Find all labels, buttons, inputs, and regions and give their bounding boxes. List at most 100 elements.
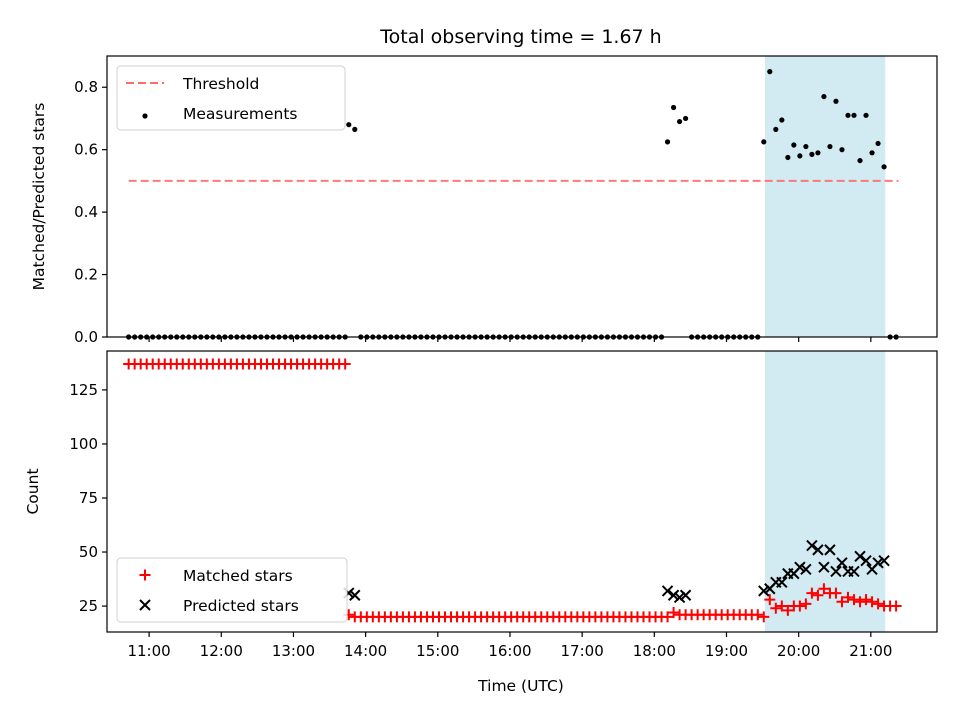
data-point xyxy=(764,594,776,606)
data-point xyxy=(869,150,875,156)
y-axis-label: Matched/Predicted stars xyxy=(30,103,48,291)
data-point xyxy=(662,611,674,623)
data-point xyxy=(682,115,689,122)
data-point xyxy=(349,589,361,601)
series-matched-stars xyxy=(123,358,902,623)
data-point xyxy=(815,150,821,156)
legend-box xyxy=(116,557,348,623)
y-tick-label: 0.6 xyxy=(74,141,98,159)
data-point xyxy=(661,585,674,597)
data-point xyxy=(800,598,812,610)
data-point xyxy=(890,600,902,612)
data-point xyxy=(800,563,812,576)
legend-box xyxy=(116,65,346,131)
data-point xyxy=(836,596,848,608)
data-point xyxy=(806,539,818,552)
data-point xyxy=(779,117,785,123)
legend-label: Predicted stars xyxy=(183,597,299,615)
data-point xyxy=(806,587,818,599)
x-tick-label: 20:00 xyxy=(777,642,820,660)
legend-label: Threshold xyxy=(182,75,259,93)
y-tick-label: 50 xyxy=(79,543,98,561)
data-point xyxy=(842,591,854,603)
x-tick-label: 21:00 xyxy=(849,642,892,660)
data-point xyxy=(836,557,848,569)
x-tick-label: 11:00 xyxy=(127,642,170,660)
data-point xyxy=(830,587,842,599)
data-point xyxy=(854,550,866,563)
data-point xyxy=(857,157,863,164)
y-tick-label: 0.0 xyxy=(74,328,98,346)
x-tick-label: 16:00 xyxy=(488,642,531,660)
x-tick-label: 15:00 xyxy=(416,642,459,660)
data-point xyxy=(676,118,683,125)
axes-frame xyxy=(106,55,938,338)
count-panel: 25 50 75 100 125 11:00 12:00 13:00 14:00 15:00 16:… xyxy=(24,350,938,660)
ratio-panel: 0.0 0.2 0.4 0.6 0.8 Matched/Predicted stars Th… xyxy=(30,55,938,346)
data-point xyxy=(767,69,773,75)
data-point xyxy=(668,607,680,619)
data-point xyxy=(339,358,351,370)
data-point xyxy=(845,112,851,118)
legend-plus-marker xyxy=(139,569,151,581)
data-point xyxy=(860,594,872,606)
data-point xyxy=(794,561,806,573)
x-axis-label: Time (UTC) xyxy=(477,677,564,695)
data-point xyxy=(770,602,782,614)
y-tick-label: 100 xyxy=(69,435,98,453)
data-point xyxy=(773,126,779,132)
data-point xyxy=(851,112,857,118)
x-tick-label: 12:00 xyxy=(200,642,243,660)
data-point xyxy=(785,154,791,161)
legend-dot-marker xyxy=(142,113,148,119)
data-point xyxy=(872,598,884,610)
y-tick-label: 25 xyxy=(79,597,98,615)
data-point xyxy=(782,604,794,616)
data-point xyxy=(346,122,352,128)
data-point xyxy=(761,139,767,145)
data-point xyxy=(809,151,815,157)
data-point xyxy=(854,596,866,608)
data-point xyxy=(875,140,881,147)
data-point xyxy=(667,589,680,601)
data-point xyxy=(848,594,860,606)
data-point xyxy=(824,544,836,556)
x-tick-label: 14:00 xyxy=(344,642,387,660)
data-point xyxy=(797,153,803,159)
data-point xyxy=(833,98,839,104)
data-point xyxy=(679,589,692,601)
legend: Matched stars Predicted stars xyxy=(116,557,348,623)
data-point xyxy=(812,544,824,556)
x-tick-label: 17:00 xyxy=(561,642,604,660)
y-tick-label: 125 xyxy=(69,381,98,399)
legend-label: Matched stars xyxy=(183,567,293,585)
data-point xyxy=(878,554,890,567)
legend: Threshold Measurements xyxy=(116,65,346,131)
y-tick-label: 0.2 xyxy=(74,266,98,284)
data-point xyxy=(818,561,830,573)
data-point xyxy=(776,576,788,588)
data-point xyxy=(821,93,827,100)
y-tick-label: 75 xyxy=(79,489,98,507)
data-point xyxy=(860,554,872,567)
legend-label: Measurements xyxy=(183,105,298,123)
data-point xyxy=(752,609,764,621)
data-point xyxy=(673,591,686,604)
data-point xyxy=(794,600,806,612)
data-point xyxy=(848,565,860,578)
data-point xyxy=(803,143,809,150)
x-tick-label: 13:00 xyxy=(272,642,315,660)
data-point xyxy=(812,589,824,601)
y-tick-label: 0.8 xyxy=(74,78,98,96)
x-tick-label: 19:00 xyxy=(705,642,748,660)
observing-window-span xyxy=(764,351,886,632)
data-point xyxy=(818,583,830,595)
data-point xyxy=(670,104,677,111)
data-point xyxy=(776,600,788,612)
data-point xyxy=(664,139,671,145)
data-point xyxy=(830,565,842,578)
axes-frame xyxy=(106,350,938,633)
data-point xyxy=(758,611,770,623)
data-point xyxy=(866,596,878,608)
